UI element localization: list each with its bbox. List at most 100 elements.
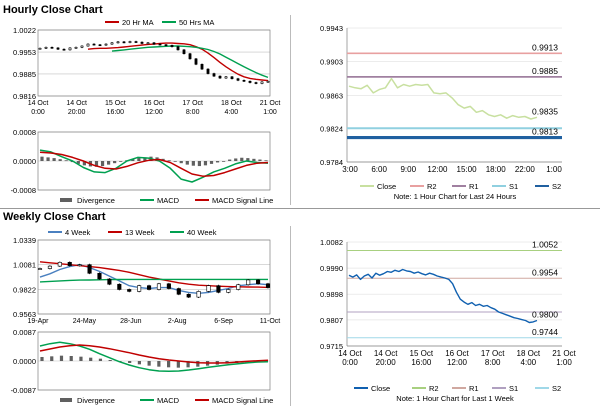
x-tick-4: 17 Oct (182, 100, 203, 107)
y-tick-0: 1.0022 (13, 26, 36, 35)
y-tick-2: -0.0087 (11, 386, 36, 395)
legend-0-label: 4 Week (65, 228, 91, 237)
x-tick-0: 19-Apr (27, 318, 49, 325)
candle-body (226, 289, 231, 293)
candle-body (236, 284, 241, 290)
x-tick-2: 28-Jun (120, 318, 142, 325)
divergence-bar-33 (240, 157, 244, 161)
plot-frame (37, 331, 271, 391)
candle-body (62, 48, 66, 51)
candle-body (216, 285, 221, 293)
candle-body (74, 47, 78, 49)
candle-body (47, 265, 52, 269)
x-tick-2: 9:00 (400, 165, 416, 174)
candle-body (87, 264, 92, 274)
candle-body (117, 283, 122, 290)
candle-body (140, 41, 144, 44)
candle-body (246, 279, 251, 286)
label-s2: 0.9744 (532, 327, 558, 337)
chart-note: Note: 1 Hour Chart for Last 24 Hours (394, 192, 517, 201)
divergence-bar-29 (215, 161, 220, 163)
divergence-bar-16 (196, 361, 200, 367)
divergence-bar-0 (40, 357, 44, 361)
candle-body (212, 73, 216, 77)
x-tick-4-line2: 8:00 (186, 109, 200, 116)
legend-s1-label: S1 (509, 182, 518, 191)
legend-macd-label: MACD (157, 396, 180, 405)
divergence-bar-16 (137, 158, 141, 161)
label-close_last: 0.9800 (532, 309, 558, 319)
candle-body (98, 44, 102, 47)
divergence-bar-7 (82, 161, 86, 166)
label-s2: 0.9813 (532, 127, 558, 137)
y-tick-2: -0.0008 (11, 186, 36, 195)
candle-body (92, 43, 96, 46)
y-tick-0: 1.0339 (13, 236, 36, 245)
candle-body (266, 80, 270, 83)
divergence-bar-13 (119, 161, 123, 162)
divergence-bar-37 (264, 160, 268, 162)
divergence-bar-6 (76, 161, 80, 164)
divergence-bar-24 (185, 161, 189, 165)
y-tick-2: 0.9898 (320, 290, 343, 299)
legend-s2-label: S2 (552, 182, 561, 191)
legend-divergence-swatch (60, 198, 72, 202)
y-tick-3: 0.9563 (13, 310, 36, 319)
macd-line (39, 149, 269, 183)
candle-body (158, 43, 162, 46)
x-tick-5: 11-Oct (260, 318, 281, 325)
divergence-bar-7 (108, 360, 112, 361)
x-tick-4-line2: 8:00 (485, 358, 501, 367)
x-tick-0-line2: 0:00 (31, 109, 45, 116)
label-r1: 0.9954 (532, 267, 558, 277)
legend-r1-label: R1 (469, 182, 479, 191)
ma-line-3 (39, 278, 268, 283)
y-tick-4: 0.9784 (320, 158, 343, 167)
hourly-macd-chart: 0.0008 0.0000 -0.0008 Divergence MACD MACD Si… (11, 128, 274, 205)
x-tick-6-line2: 1:00 (556, 358, 572, 367)
candle-body (127, 289, 132, 292)
divergence-bar-9 (94, 161, 99, 167)
divergence-bar-6 (98, 358, 103, 361)
y-tick-1: 0.9953 (13, 48, 36, 57)
candle-body (80, 45, 84, 48)
candle-body (218, 75, 222, 79)
x-tick-5: 18 Oct (221, 100, 242, 107)
x-tick-3-line2: 12:00 (447, 358, 468, 367)
legend-signal-label: MACD Signal Line (212, 196, 273, 205)
macd-line (39, 341, 269, 373)
legend-divergence-swatch (60, 398, 72, 402)
legend-macd-label: MACD (157, 196, 180, 205)
x-tick-6: 21 Oct (552, 349, 576, 358)
candle-body (166, 283, 171, 289)
hourly-section-title: Hourly Close Chart (3, 4, 103, 16)
x-tick-0: 3:00 (342, 165, 358, 174)
close-line (348, 77, 538, 120)
y-tick-2: 0.9822 (13, 285, 36, 294)
candle-body (248, 80, 252, 83)
section-divider (0, 208, 600, 209)
candle-body (122, 41, 126, 44)
candle-body (236, 78, 240, 81)
legend-s2-label: S2 (552, 384, 561, 393)
label-r1: 0.9885 (532, 66, 558, 76)
divergence-bar-2 (52, 158, 56, 161)
candle-body (206, 285, 211, 292)
signal-line (39, 344, 269, 364)
x-tick-5: 18:00 (486, 165, 507, 174)
candle-body (206, 68, 210, 74)
x-tick-6: 22:00 (515, 165, 536, 174)
candle-body (152, 42, 156, 45)
divergence-bar-35 (252, 158, 256, 161)
legend-close-label: Close (371, 384, 390, 393)
ma-line-1 (87, 42, 269, 82)
candle-body (256, 279, 261, 285)
candle-body (196, 291, 201, 298)
divergence-bar-31 (228, 159, 232, 161)
divergence-bar-32 (234, 158, 238, 161)
x-tick-1-line2: 20:00 (68, 109, 86, 116)
x-tick-6: 21 Oct (260, 100, 281, 107)
divergence-bar-21 (167, 160, 171, 162)
x-tick-3: 16 Oct (144, 100, 165, 107)
